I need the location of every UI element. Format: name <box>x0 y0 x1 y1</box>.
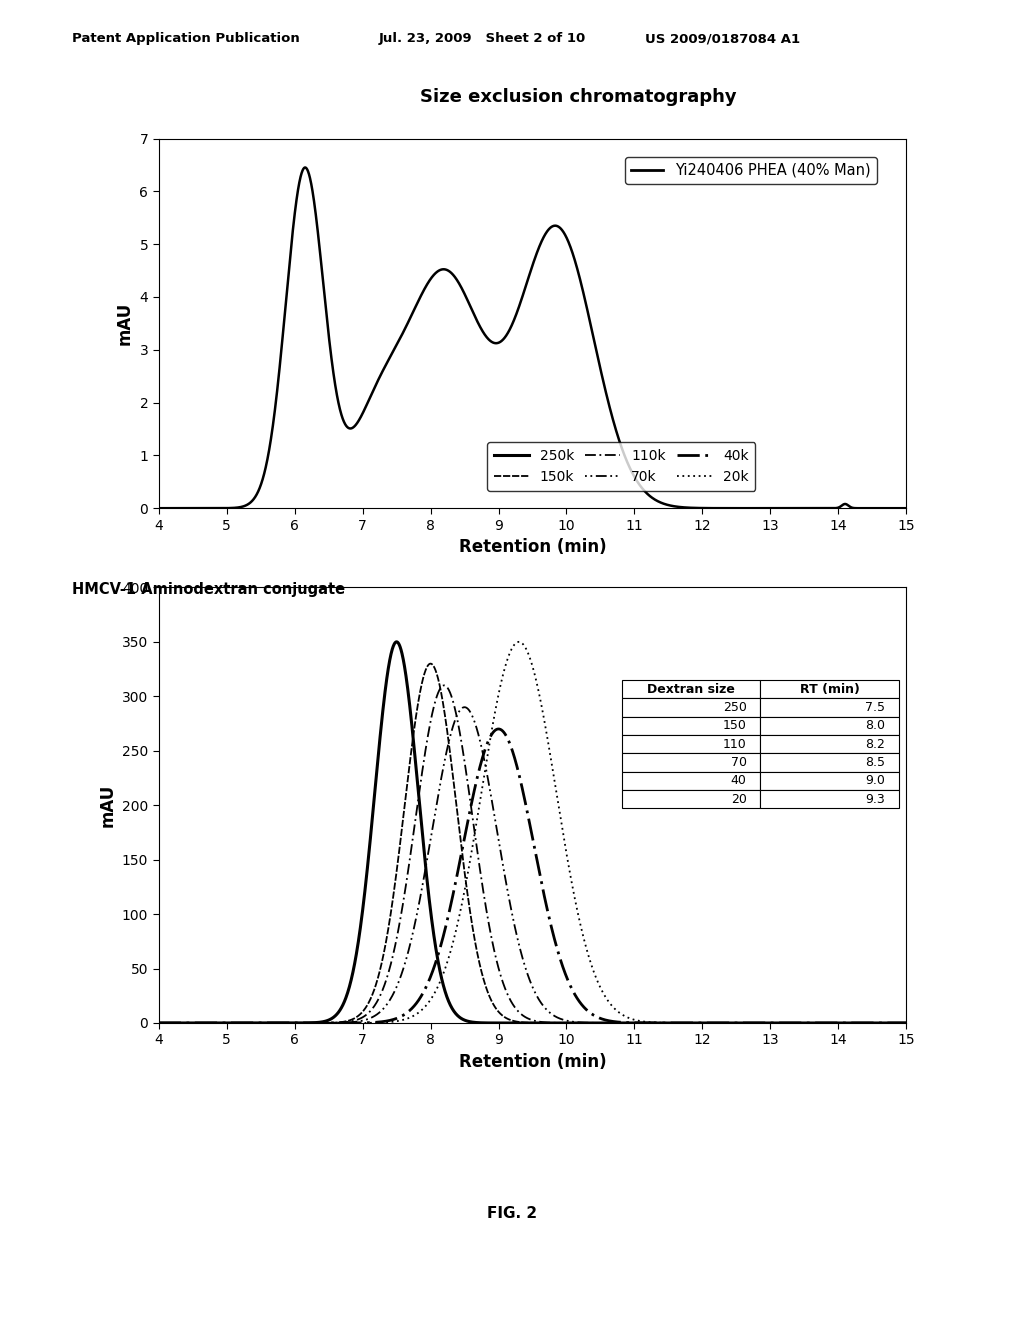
40k <box>283 1015 295 1031</box>
150k <box>439 711 452 727</box>
250k <box>439 985 452 1001</box>
40k <box>493 721 505 737</box>
110k <box>472 849 484 865</box>
Text: FIG. 2: FIG. 2 <box>487 1206 537 1221</box>
70k <box>805 1015 817 1031</box>
Line: 40k: 40k <box>159 729 906 1023</box>
70k <box>472 725 484 741</box>
X-axis label: Retention (min): Retention (min) <box>459 1053 606 1071</box>
40k <box>886 1015 898 1031</box>
20k <box>153 1015 165 1031</box>
110k <box>238 1015 250 1031</box>
70k <box>153 1015 165 1031</box>
250k <box>390 634 402 649</box>
20k <box>472 807 484 822</box>
20k <box>805 1015 817 1031</box>
Text: US 2009/0187084 A1: US 2009/0187084 A1 <box>645 32 800 45</box>
Text: Size exclusion chromatography: Size exclusion chromatography <box>420 87 737 106</box>
150k <box>805 1015 817 1031</box>
250k <box>283 1015 295 1031</box>
150k <box>886 1015 898 1031</box>
20k <box>513 634 525 649</box>
Legend: Yi240406 PHEA (40% Man): Yi240406 PHEA (40% Man) <box>626 157 877 183</box>
70k <box>238 1015 250 1031</box>
150k <box>238 1015 250 1031</box>
Text: Patent Application Publication: Patent Application Publication <box>72 32 299 45</box>
40k <box>238 1015 250 1031</box>
20k <box>238 1015 250 1031</box>
250k <box>900 1015 912 1031</box>
110k <box>439 678 452 694</box>
110k <box>900 1015 912 1031</box>
20k <box>886 1015 898 1031</box>
150k <box>425 656 437 672</box>
110k <box>805 1015 817 1031</box>
70k <box>439 750 452 766</box>
X-axis label: Retention (min): Retention (min) <box>459 539 606 556</box>
Text: Jul. 23, 2009   Sheet 2 of 10: Jul. 23, 2009 Sheet 2 of 10 <box>379 32 586 45</box>
110k <box>886 1015 898 1031</box>
Line: 110k: 110k <box>159 685 906 1023</box>
20k <box>439 960 452 975</box>
Legend: 250k, 150k, 110k, 70k, 40k, 20k: 250k, 150k, 110k, 70k, 40k, 20k <box>487 442 756 491</box>
Line: 250k: 250k <box>159 642 906 1023</box>
150k <box>472 949 484 965</box>
110k <box>283 1015 295 1031</box>
250k <box>153 1015 165 1031</box>
110k <box>153 1015 165 1031</box>
70k <box>886 1015 898 1031</box>
40k <box>439 920 452 936</box>
70k <box>900 1015 912 1031</box>
Y-axis label: mAU: mAU <box>98 784 117 826</box>
40k <box>153 1015 165 1031</box>
70k <box>283 1015 295 1031</box>
Text: HMCV-1 Aminodextran conjugate: HMCV-1 Aminodextran conjugate <box>72 582 345 597</box>
Y-axis label: mAU: mAU <box>116 302 134 345</box>
Line: 150k: 150k <box>159 664 906 1023</box>
250k <box>805 1015 817 1031</box>
250k <box>238 1015 250 1031</box>
150k <box>900 1015 912 1031</box>
150k <box>283 1015 295 1031</box>
20k <box>900 1015 912 1031</box>
250k <box>472 1015 484 1031</box>
250k <box>886 1015 898 1031</box>
20k <box>283 1015 295 1031</box>
40k <box>472 767 484 783</box>
40k <box>900 1015 912 1031</box>
40k <box>805 1015 817 1031</box>
Line: 70k: 70k <box>159 708 906 1023</box>
110k <box>438 677 451 693</box>
150k <box>153 1015 165 1031</box>
Line: 20k: 20k <box>159 642 906 1023</box>
70k <box>459 700 471 715</box>
